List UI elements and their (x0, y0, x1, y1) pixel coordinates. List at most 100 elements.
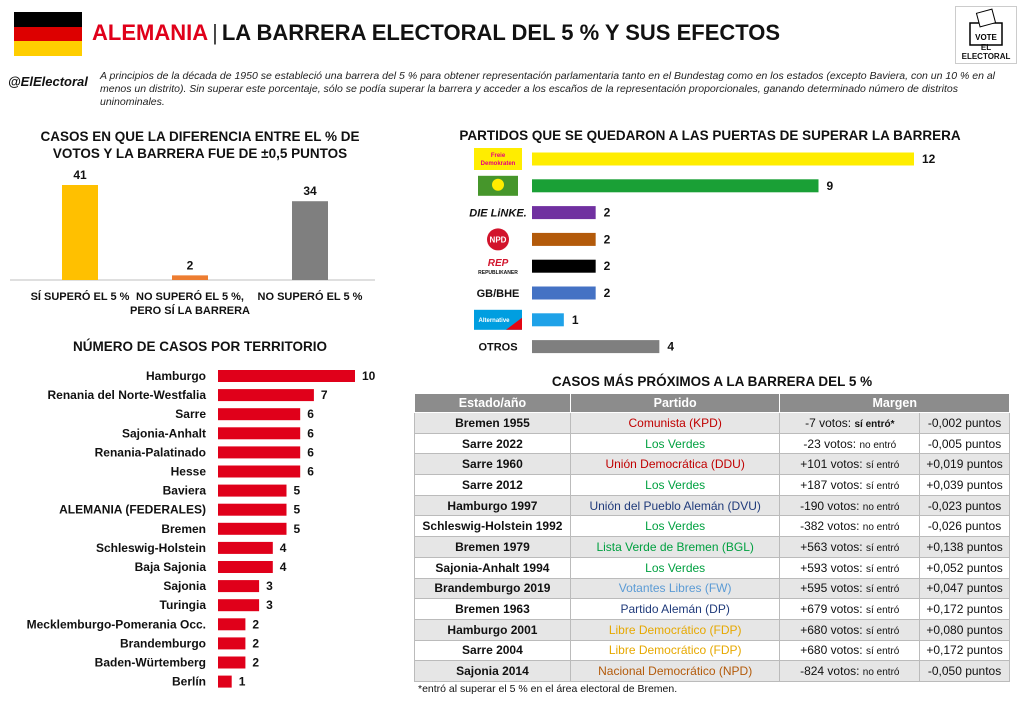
cell-partido: Unión Democrática (DDU) (569, 453, 781, 476)
territory-value-label: 2 (252, 617, 259, 631)
table-row: Sarre 1960 Unión Democrática (DDU) +101 vo… (414, 453, 1010, 476)
territory-bar (218, 370, 355, 382)
party-category-label: GB/BHE (477, 288, 520, 300)
cell-votos-result: sí entró (865, 584, 900, 596)
territory-bar (218, 446, 301, 459)
cell-partido: Unión del Pueblo Alemán (DVU) (569, 494, 781, 517)
cell-estado: Sarre 2004 (414, 639, 571, 662)
cell-votos-result: sí entró (865, 542, 900, 554)
title-text: LA BARRERA ELECTORAL DEL 5 % Y SUS EFECT… (221, 20, 781, 45)
cell-partido: Nacional Democrático (NPD) (569, 660, 781, 682)
party-value-label: 2 (604, 259, 611, 273)
header-margen: Margen (779, 393, 1010, 413)
cell-votos-result: sí entró (865, 563, 900, 575)
afd-logo-bg (474, 309, 522, 330)
cases-value-label: 41 (73, 168, 87, 182)
territory-category-label: Sajonia-Anhalt (122, 426, 206, 440)
territory-category-label: Renania-Palatinado (95, 445, 206, 459)
table-row: Bremen 1979 Lista Verde de Bremen (BGL) +5… (414, 536, 1010, 558)
closest-cases-table: Estado/año Partido Margen Bremen 1955 Com… (414, 393, 1010, 682)
territory-value-label: 6 (307, 445, 314, 459)
cases-bar (172, 275, 208, 280)
cell-partido: Partido Alemán (DP) (569, 598, 781, 620)
cell-votos-result: sí entró (865, 625, 900, 637)
table-row: Sarre 2004 Libre Democrático (FDP) +680 vo… (414, 639, 1010, 662)
party-value-label: 2 (604, 286, 611, 300)
cell-votos-result: sí entró (865, 480, 900, 492)
sunflower-icon (492, 178, 504, 191)
territory-category-label: Sarre (175, 407, 206, 421)
cell-votos-count: +101 votos: (800, 457, 866, 472)
intro-text: A principios de la década de 1950 se est… (100, 70, 996, 108)
cell-estado: Bremen 1963 (414, 598, 571, 620)
cell-votos: +680 votos: sí entró (779, 618, 921, 641)
cell-estado: Schleswig-Holstein 1992 (414, 515, 571, 538)
afd-logo-text: Alternative (478, 318, 510, 324)
cases-title-line-2: VOTOS Y LA BARRERA FUE DE ±0,5 PUNTOS (52, 146, 348, 161)
territory-bar (218, 522, 287, 535)
territory-bar (218, 637, 246, 650)
party-logo (478, 175, 518, 196)
cell-puntos: +0,039 puntos (919, 474, 1010, 496)
cell-puntos: +0,019 puntos (919, 453, 1010, 476)
cell-votos-count: -7 votos: (805, 415, 855, 430)
territory-chart-title: NÚMERO DE CASOS POR TERRITORIO (72, 339, 328, 354)
table-row: Sajonia-Anhalt 1994 Los Verdes +593 votos:… (414, 556, 1010, 579)
cell-votos: +679 votos: sí entró (779, 598, 921, 620)
party-bar (532, 286, 596, 300)
cell-votos-count: +187 votos: (800, 477, 866, 492)
territory-category-label: ALEMANIA (FEDERALES) (59, 503, 206, 517)
cell-estado: Sarre 2022 (414, 432, 571, 455)
cell-votos-result: no entró (859, 439, 897, 451)
table-row: Sarre 2012 Los Verdes +187 votos: sí entró… (414, 474, 1010, 496)
header-estado: Estado/año (414, 393, 571, 413)
territory-category-label: Brandemburgo (120, 636, 206, 650)
cases-bar (292, 201, 328, 280)
cases-category-label: SÍ SUPERÓ EL 5 % (31, 290, 130, 303)
cases-category-label: NO SUPERÓ EL 5 % (258, 290, 363, 303)
territory-category-label: Baja Sajonia (135, 560, 207, 574)
territory-bar (218, 618, 246, 631)
party-category-label: OTROS (478, 342, 517, 354)
cell-votos: +680 votos: sí entró (779, 639, 921, 662)
territory-value-label: 6 (307, 465, 314, 479)
party-value-label: 2 (604, 206, 611, 220)
cell-votos: +595 votos: sí entró (779, 577, 921, 600)
cell-partido: Comunista (KPD) (569, 412, 781, 434)
twitter-handle: @ElElectoral (8, 74, 88, 89)
cell-puntos: -0,005 puntos (919, 432, 1010, 455)
territory-category-label: Mecklemburgo-Pomerania Occ. (27, 617, 206, 631)
footnote: *entró al superar el 5 % en el área elec… (418, 683, 678, 695)
cell-votos-count: +680 votos: (800, 622, 866, 637)
territory-category-label: Hamburgo (146, 369, 206, 383)
cell-votos: +101 votos: sí entró (779, 453, 921, 476)
table-row: Sarre 2022 Los Verdes -23 votos: no entró -… (414, 432, 1010, 455)
party-logo: NPD (487, 228, 509, 251)
table-row: Bremen 1955 Comunista (KPD) -7 votos: sí e… (414, 412, 1010, 434)
table-row: Schleswig-Holstein 1992 Los Verdes -382 vo… (414, 515, 1010, 538)
party-bar (532, 313, 564, 327)
party-value-label: 4 (667, 340, 674, 354)
cell-estado: Sajonia 2014 (414, 660, 571, 682)
territory-category-label: Schleswig-Holstein (96, 541, 206, 555)
cell-votos-result: sí entró* (854, 418, 895, 430)
cell-votos-count: +593 votos: (800, 560, 866, 575)
cell-votos-result: no entró (862, 501, 900, 513)
cell-puntos: +0,138 puntos (919, 536, 1010, 558)
cell-votos: -7 votos: sí entró* (779, 412, 921, 434)
cell-votos-result: no entró (862, 522, 900, 534)
fdp-logo-bg (474, 148, 522, 170)
cell-partido: Votantes Libres (FW) (569, 577, 781, 600)
cell-puntos: +0,080 puntos (919, 618, 1010, 641)
territory-value-label: 3 (266, 598, 273, 612)
cell-votos: -382 votos: no entró (779, 515, 921, 538)
flag-stripe-gold (14, 41, 82, 56)
cell-votos: +563 votos: sí entró (779, 536, 921, 558)
party-bar (532, 259, 596, 273)
territory-category-label: Turingia (160, 598, 207, 612)
territory-category-label: Berlín (172, 675, 206, 689)
territory-bar (218, 561, 273, 573)
territory-value-label: 5 (294, 484, 301, 498)
